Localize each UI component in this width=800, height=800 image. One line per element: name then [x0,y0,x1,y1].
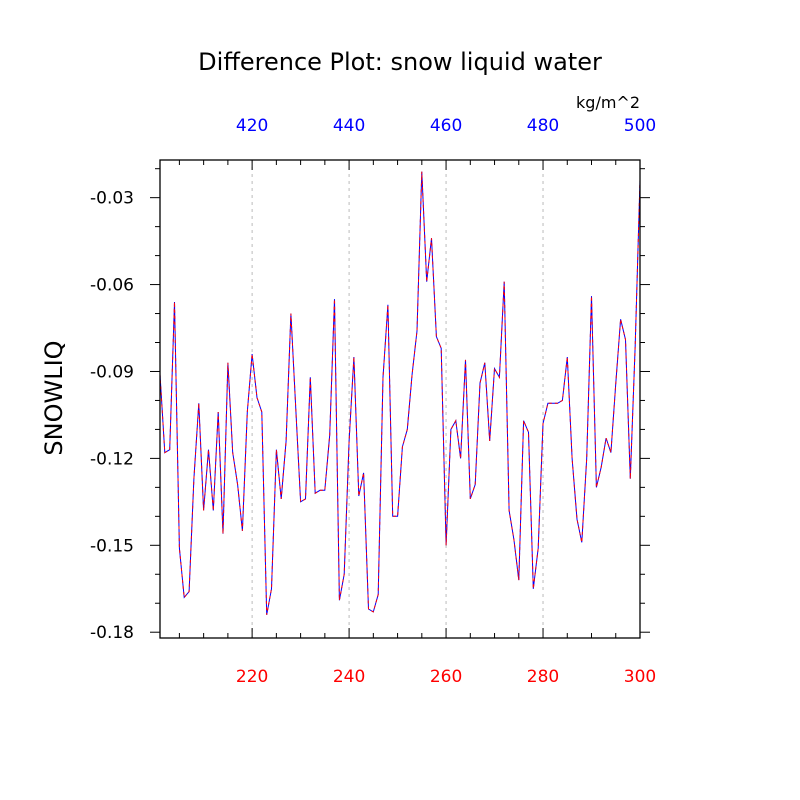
axis-ticks [150,160,650,638]
y-tick-label: -0.09 [90,362,134,382]
series-line-blue [159,171,641,615]
y-tick-label: -0.12 [90,449,134,469]
x-tick-label-bottom: 220 [236,667,268,687]
x-tick-label-top: 480 [527,116,559,136]
x-tick-labels-bottom: 220 240 260 280 300 [236,667,656,687]
x-tick-label-bottom: 300 [624,667,656,687]
x-tick-label-bottom: 260 [430,667,462,687]
series-lines [159,171,641,615]
x-tick-label-bottom: 240 [333,667,365,687]
grid-lines [251,160,544,638]
y-tick-label: -0.18 [90,623,134,643]
y-tick-labels: -0.18 -0.15 -0.12 -0.09 -0.06 -0.03 [90,189,134,644]
y-tick-label: -0.15 [90,536,134,556]
x-tick-label-bottom: 280 [527,667,559,687]
y-tick-label: -0.03 [90,189,134,209]
x-tick-labels-top: 420 440 460 480 500 [236,116,656,136]
plot-frame [159,159,641,639]
y-tick-label: -0.06 [90,276,134,296]
series-line-red-dashed [159,171,641,615]
x-tick-label-top: 440 [333,116,365,136]
x-tick-label-top: 420 [236,116,268,136]
y-axis-label: SNOWLIQ [40,340,68,455]
x-tick-label-top: 500 [624,116,656,136]
x-tick-label-top: 460 [430,116,462,136]
units-label: kg/m^2 [576,93,640,112]
chart-title: Difference Plot: snow liquid water [198,48,602,76]
